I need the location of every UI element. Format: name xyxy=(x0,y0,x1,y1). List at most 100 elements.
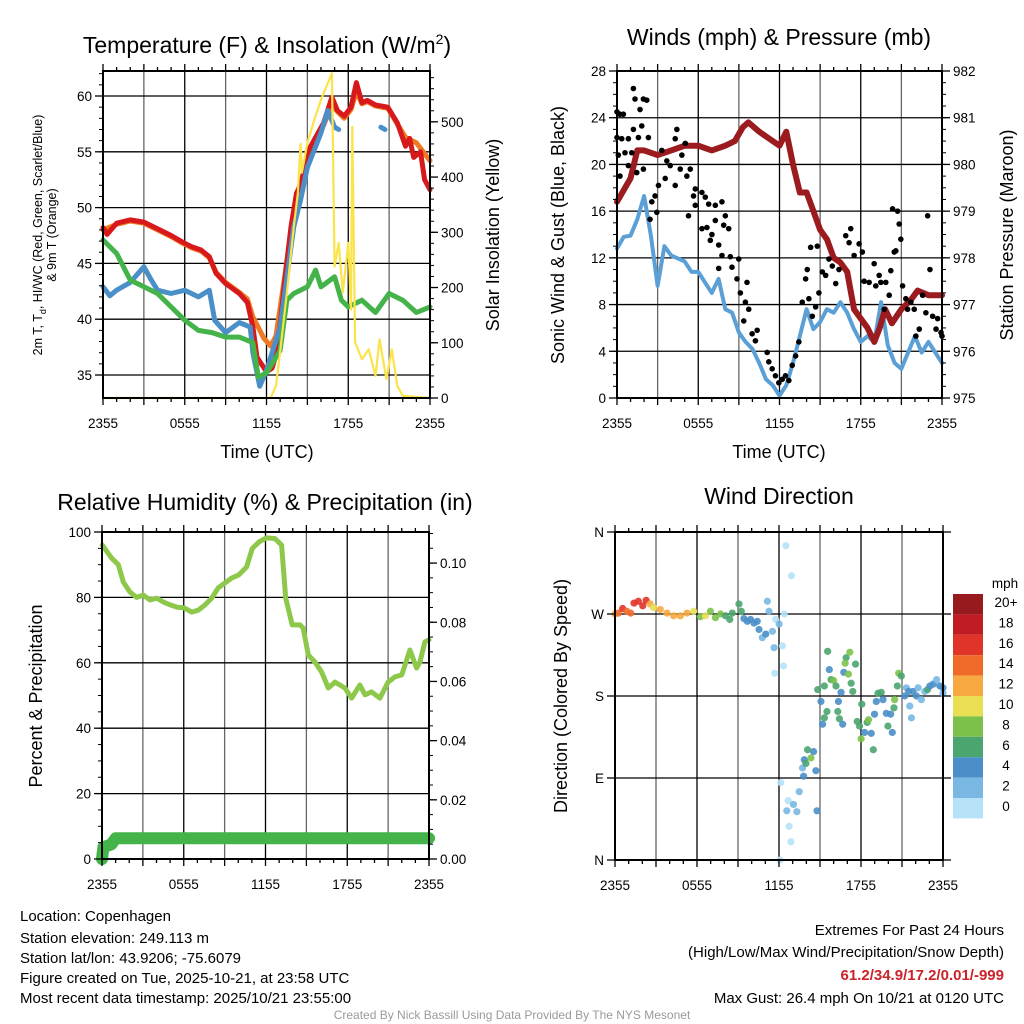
x-tick-label: 0555 xyxy=(682,878,712,893)
legend-swatch xyxy=(953,594,983,615)
y-tick-label: 45 xyxy=(77,256,92,271)
legend-label: 10 xyxy=(998,697,1013,712)
legend-label: 12 xyxy=(998,677,1013,692)
legend-swatch xyxy=(953,696,983,717)
gust-point xyxy=(719,252,725,259)
gust-point xyxy=(754,327,760,334)
direction-point xyxy=(841,659,849,667)
direction-point xyxy=(737,607,745,615)
wind-y-axis-label: Sonic Wind & Gust (Blue, Black) xyxy=(548,106,568,364)
legend-label: 14 xyxy=(998,656,1014,671)
gridlines xyxy=(102,532,429,859)
direction-point xyxy=(858,700,866,708)
gridlines xyxy=(615,532,943,860)
direction-point xyxy=(879,696,887,704)
gust-point xyxy=(883,279,889,286)
x-tick-label: 2355 xyxy=(87,877,117,892)
y-tick-label: E xyxy=(595,771,604,786)
x-tick-label: 2355 xyxy=(415,416,445,431)
direction-point xyxy=(830,676,838,685)
gust-point xyxy=(705,201,712,207)
gust-point xyxy=(786,377,792,384)
y-tick-label: 20 xyxy=(76,787,91,802)
gust-point xyxy=(749,330,755,337)
direction-point xyxy=(857,735,865,743)
legend-label: 2 xyxy=(1002,779,1010,794)
gust-point xyxy=(851,252,857,259)
station-pressure-line xyxy=(614,119,945,345)
direction-point xyxy=(906,702,914,710)
direction-point xyxy=(787,838,795,846)
y-tick-label: N xyxy=(594,853,604,868)
direction-point xyxy=(847,679,855,687)
direction-point xyxy=(817,697,825,706)
direction-point xyxy=(775,620,783,628)
direction-point xyxy=(634,597,642,605)
y-tick-label: 16 xyxy=(591,204,606,219)
direction-point xyxy=(787,572,796,580)
gust-point xyxy=(812,304,819,310)
gust-point xyxy=(682,140,689,147)
legend-swatch xyxy=(953,634,983,656)
gust-point xyxy=(632,96,638,102)
gust-point xyxy=(804,266,811,273)
y-axis: 0 20 40 60 80 100 xyxy=(68,525,102,867)
direction-points xyxy=(611,542,947,864)
humidity-y-axis-label: Percent & Precipitation xyxy=(26,604,46,787)
legend-swatch xyxy=(953,655,983,676)
y-axis: 0 4 8 12 16 20 24 28 xyxy=(591,64,617,406)
y-tick-label: 55 xyxy=(77,145,92,160)
x-tick-label: 2355 xyxy=(600,878,630,893)
gust-point xyxy=(709,231,715,238)
legend-swatch xyxy=(953,614,983,635)
direction-point xyxy=(846,648,854,656)
direction-point xyxy=(779,662,788,670)
y2-tick-label: 976 xyxy=(953,344,976,359)
gust-point xyxy=(715,242,722,248)
y-tick-label: 60 xyxy=(77,89,92,104)
gridlines xyxy=(103,71,430,398)
gust-point xyxy=(847,225,854,232)
direction-point xyxy=(877,688,885,696)
gust-point xyxy=(927,266,933,273)
legend-title: mph xyxy=(992,576,1018,591)
direction-point xyxy=(812,767,820,775)
x-tick-label: 1755 xyxy=(846,878,876,893)
direction-point xyxy=(785,822,793,830)
gust-point xyxy=(643,97,650,103)
y2-tick-label: 0.00 xyxy=(440,852,466,867)
gust-point xyxy=(645,134,652,141)
gust-point xyxy=(889,206,896,212)
gust-point xyxy=(924,213,931,219)
gust-point xyxy=(652,193,658,199)
y2-tick-label: 0.10 xyxy=(440,556,466,571)
hi-wc-blue-line xyxy=(378,124,388,132)
direction-point xyxy=(844,670,853,678)
gust-point xyxy=(620,111,627,118)
gust-point xyxy=(893,248,899,254)
y-tick-label: 20 xyxy=(591,157,606,172)
gust-point xyxy=(690,193,697,199)
direction-point xyxy=(834,707,842,716)
direction-point xyxy=(755,625,763,634)
x-tick-label: 1155 xyxy=(764,878,793,893)
direction-point xyxy=(897,672,905,680)
direction-y-axis-label: Direction (Colored By Speed) xyxy=(551,579,571,813)
gust-point xyxy=(618,135,625,142)
direction-point xyxy=(809,747,818,756)
gust-point xyxy=(712,202,719,209)
gust-point xyxy=(876,272,882,279)
direction-point xyxy=(832,682,840,690)
gust-point xyxy=(806,295,812,302)
x-tick-label: 0555 xyxy=(169,877,199,892)
solar-y-axis-label: Solar Insolation (Yellow) xyxy=(483,139,503,331)
direction-point xyxy=(890,704,898,712)
gust-point xyxy=(625,162,632,169)
direction-point xyxy=(701,612,710,620)
y2-tick-label: 0.08 xyxy=(440,615,466,630)
gust-point xyxy=(859,249,866,255)
y-tick-label: 0 xyxy=(598,391,606,406)
y2-tick-label: 980 xyxy=(953,157,976,172)
gust-point xyxy=(776,380,782,386)
